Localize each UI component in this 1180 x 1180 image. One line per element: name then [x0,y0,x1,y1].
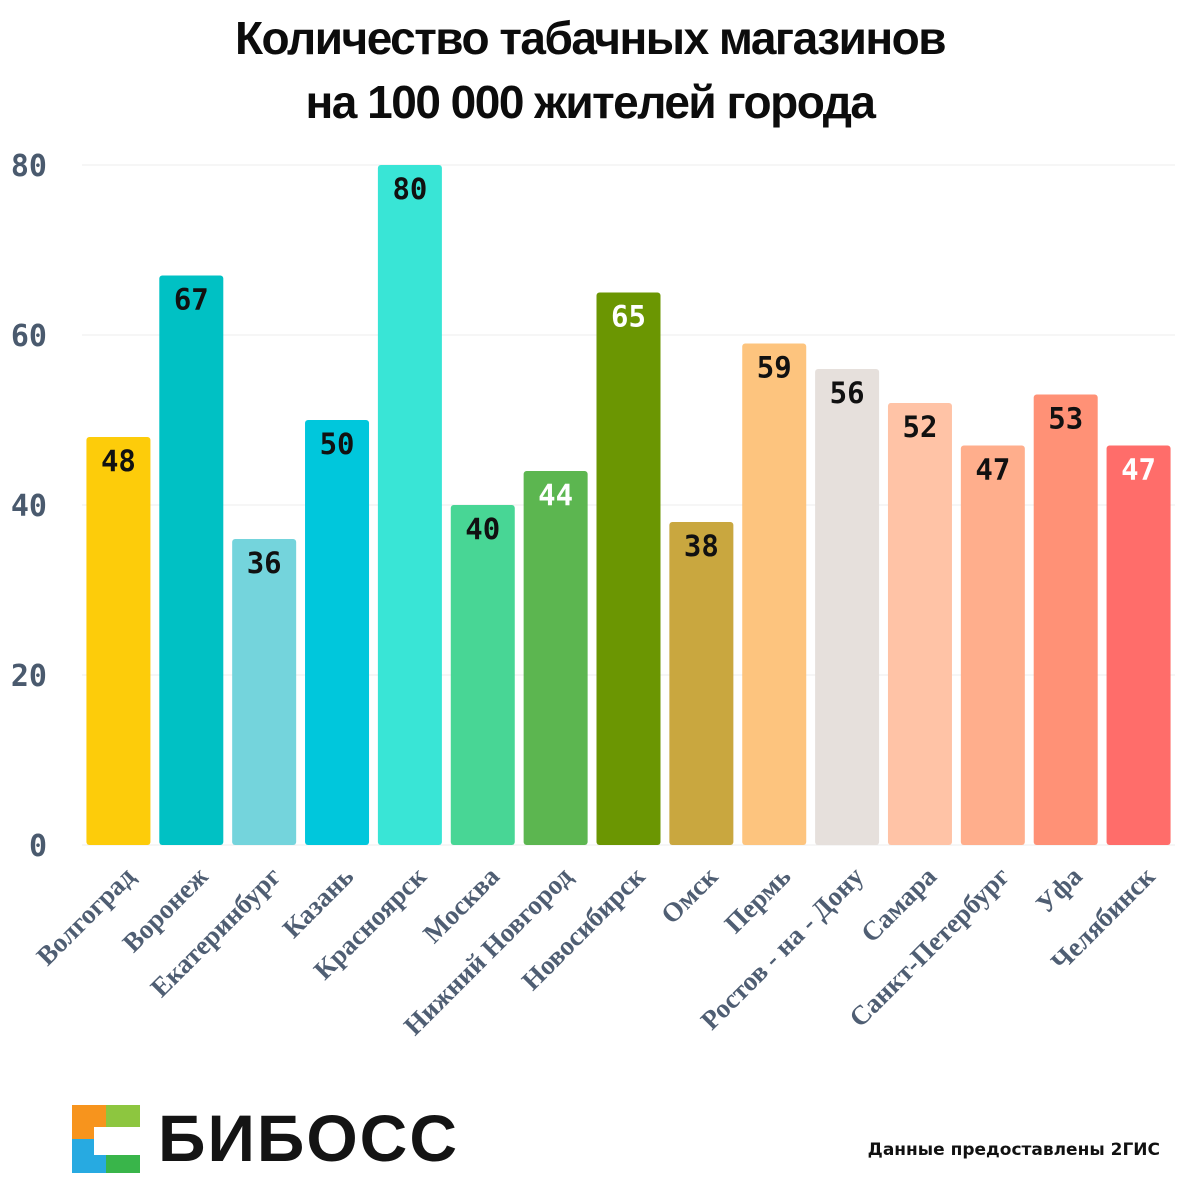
y-tick-label: 60 [11,319,47,354]
bar [1033,394,1098,845]
data-labels: 48 67 36 50 80 40 44 65 38 59 56 52 47 53 47 [101,172,1156,580]
logo-cutout [94,1127,140,1155]
source-note: Данные предоставлены 2ГИС [867,1140,1160,1160]
data-label: 80 [392,172,427,206]
data-label: 52 [903,410,938,444]
data-label: 36 [247,546,282,580]
data-label: 48 [101,444,136,478]
bar [815,369,880,845]
x-tick-label: Уфа [1030,861,1088,919]
chart-title-line-1: Количество табачных магазинов [234,12,947,64]
x-axis-labels: ВолгоградВоронежЕкатеринбургКазаньКрасно… [30,861,1161,1041]
y-tick-label: 20 [11,659,47,694]
data-label: 53 [1048,402,1083,436]
bar [159,275,224,845]
data-label: 38 [684,529,719,563]
bar [377,165,442,845]
y-tick-label: 0 [29,829,47,864]
bar [669,522,734,845]
bar [450,505,515,845]
bar-chart: 0 20 40 60 80 48 67 36 50 80 40 44 65 38 59 56 52 47 53 47… [11,149,1175,1041]
chart-title: Количество табачных магазинов на 100 000… [0,6,1180,134]
data-label: 56 [830,376,865,410]
data-label: 44 [538,478,573,512]
bar [742,343,807,845]
bar [960,445,1025,845]
data-label: 67 [174,283,209,317]
bar [596,292,661,845]
x-tick-label: Екатеринбург [145,861,287,1003]
data-label: 40 [465,512,500,546]
bibos-logo-icon [72,1105,140,1173]
data-label: 50 [320,427,355,461]
brand-name: БИБОСС [158,1101,459,1175]
data-label: 65 [611,300,646,334]
bar [523,471,588,845]
bars [86,165,1171,845]
chart-title-line-2: на 100 000 жителей города [305,76,877,128]
bar [887,403,952,845]
x-tick-label: Омск [655,861,724,930]
bar [86,437,151,845]
data-label: 47 [975,453,1010,487]
x-tick-label: Волгоград [30,861,140,971]
y-tick-label: 80 [11,149,47,184]
y-axis-ticks: 0 20 40 60 80 [11,149,47,864]
bar [1106,445,1171,845]
data-label: 47 [1121,453,1156,487]
y-tick-label: 40 [11,489,47,524]
data-label: 59 [757,351,792,385]
bar [305,420,370,845]
bar [232,539,297,845]
